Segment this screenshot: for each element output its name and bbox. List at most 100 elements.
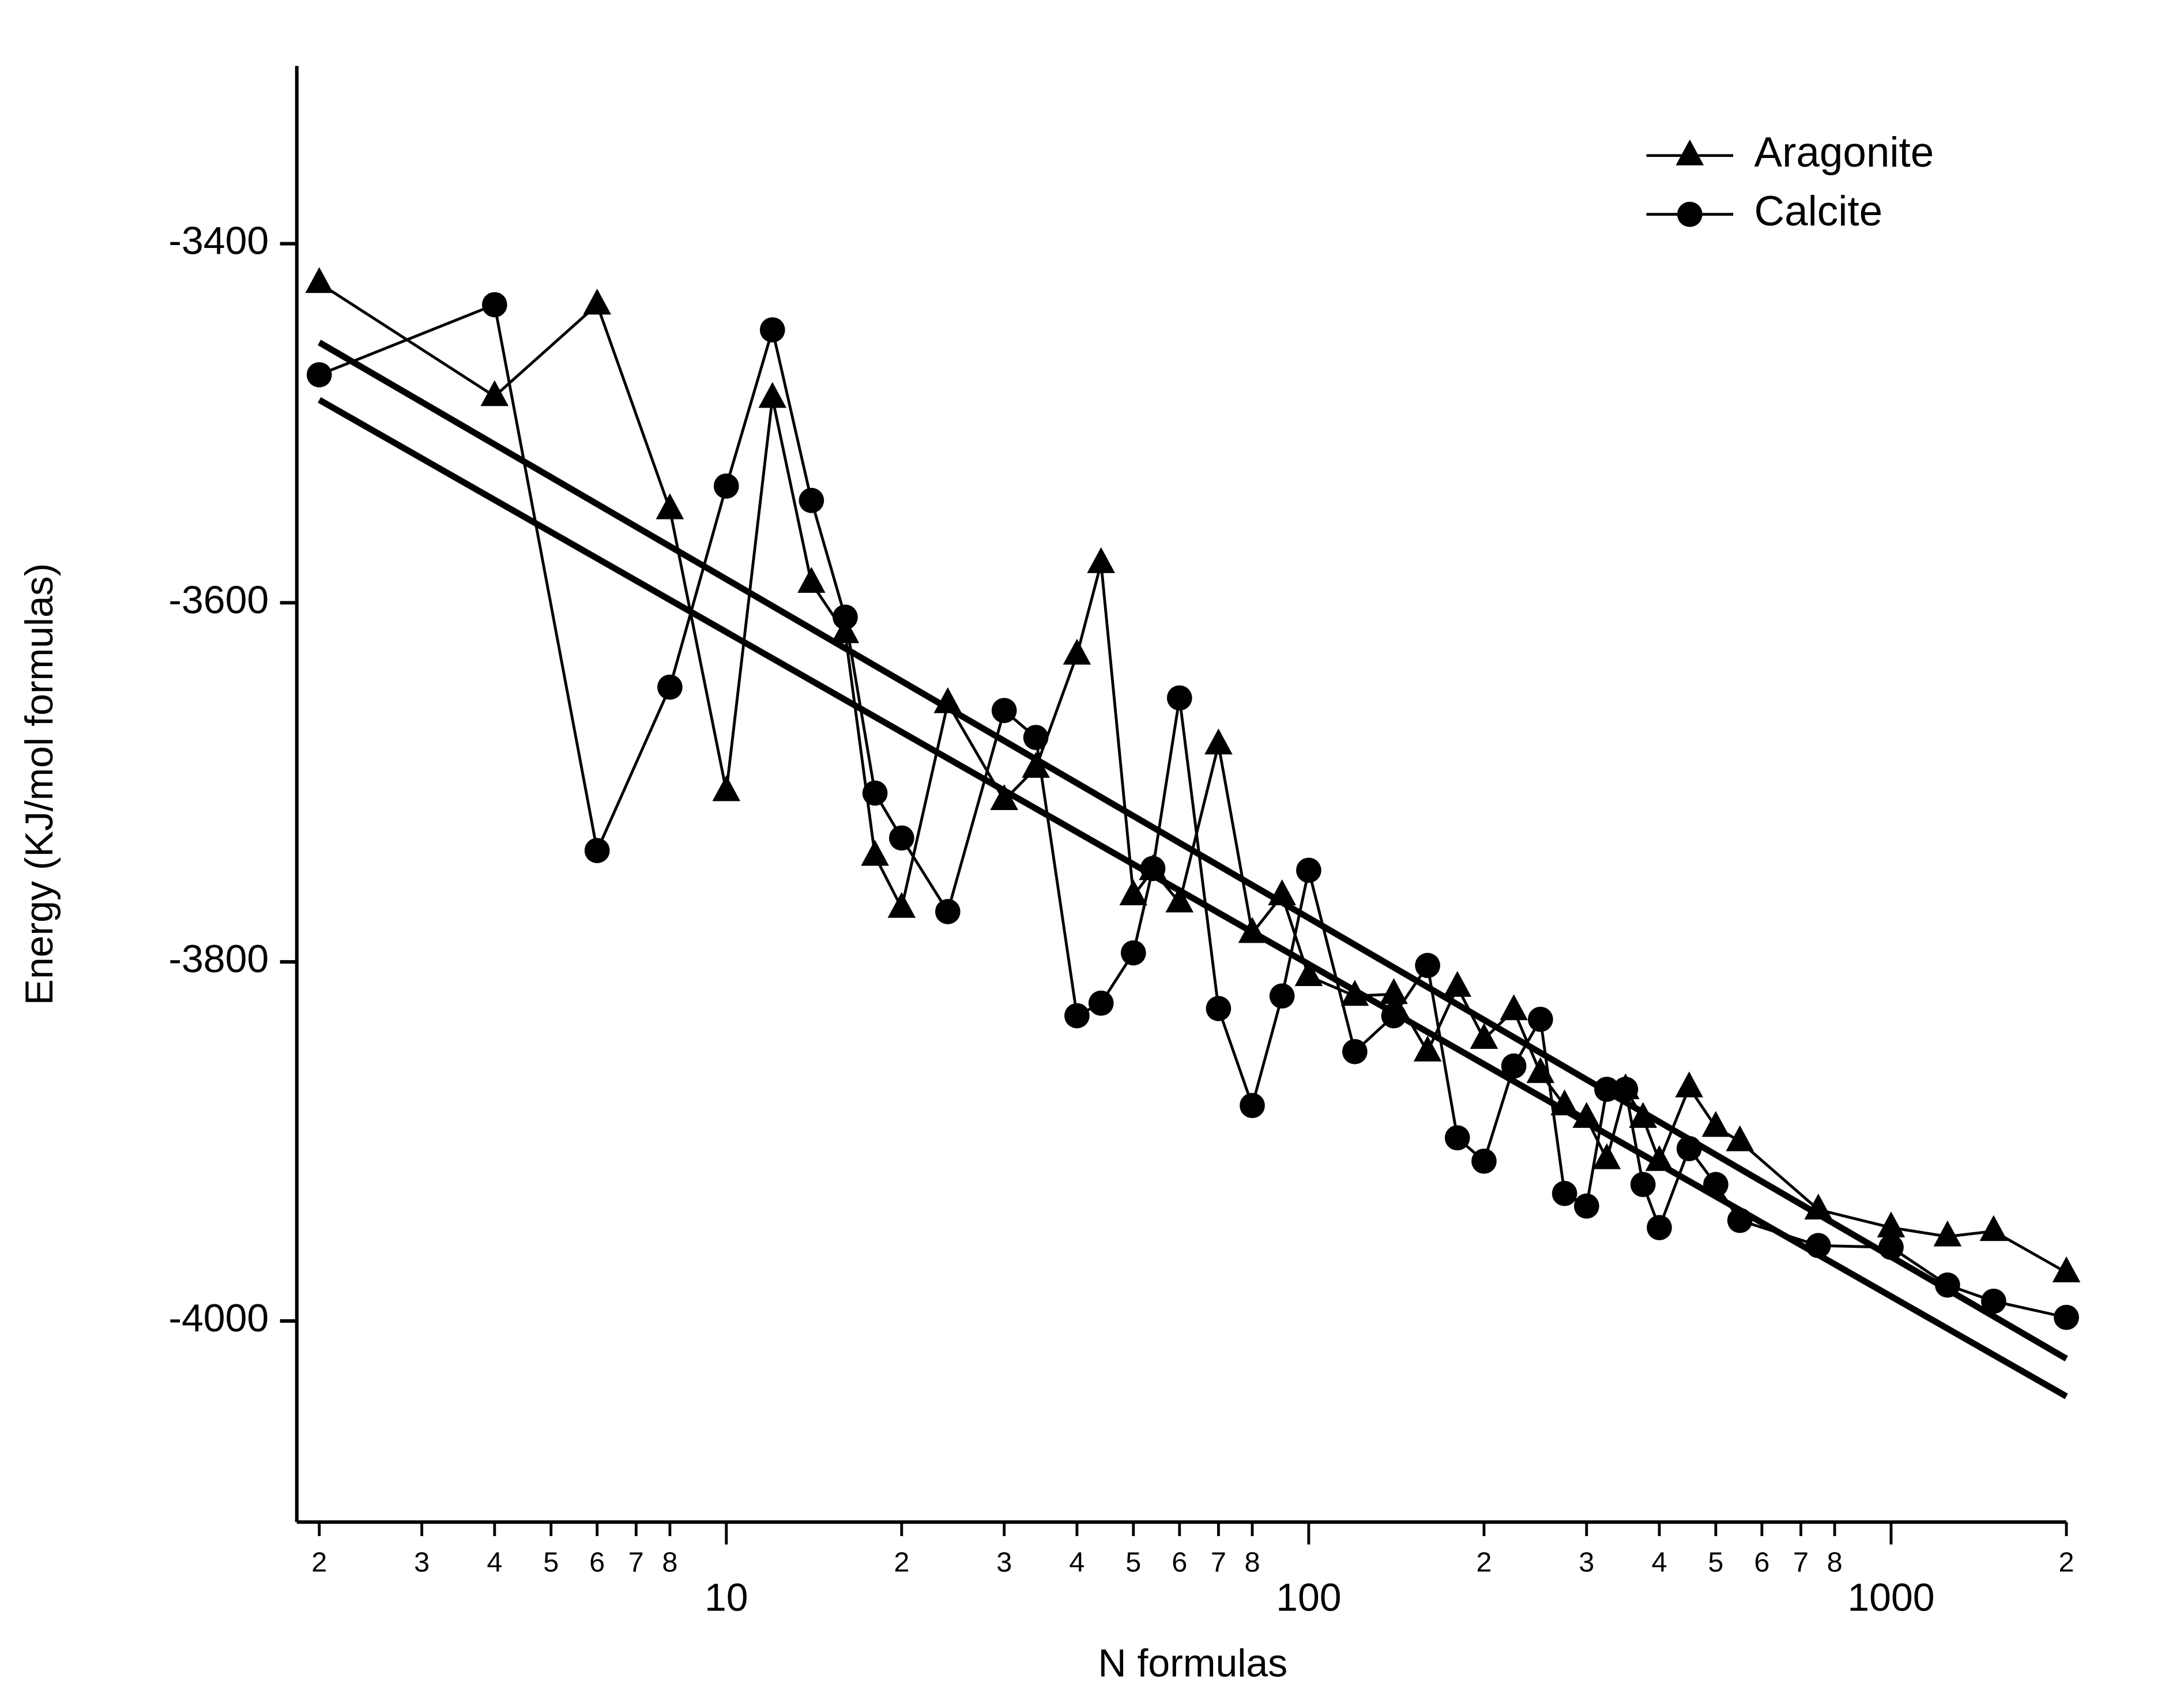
data-point [656,493,684,520]
data-point [1726,1125,1754,1151]
data-point [1500,994,1528,1021]
x-tick-label-minor: 2 [1476,1546,1492,1578]
data-point [657,674,683,700]
x-tick-label-minor: 2 [2059,1546,2074,1578]
data-point [1206,996,1232,1021]
x-tick-label-minor: 2 [311,1546,327,1578]
data-point [1120,940,1146,966]
y-axis-label: Energy (KJ/mol formulas) [17,563,61,1006]
x-tick-label-minor: 7 [1211,1546,1226,1578]
x-tick-label-major: 10 [705,1576,748,1620]
data-point [1470,1023,1498,1049]
x-tick-label-minor: 7 [628,1546,644,1578]
data-point [1552,1180,1577,1206]
data-point [1805,1233,1831,1259]
data-point [1701,1111,1730,1137]
data-point [1877,1211,1906,1238]
data-point [758,382,787,408]
data-point [1675,1071,1703,1098]
series-line [318,303,2067,1319]
data-point [1645,1145,1674,1171]
data-point [2052,1256,2081,1282]
y-tick-label: -4000 [168,1296,269,1340]
data-point [1119,879,1148,905]
data-point [862,780,888,806]
data-point [1471,1148,1497,1174]
data-point [1240,1093,1265,1119]
data-point [1296,857,1321,883]
data-point [1413,1035,1442,1062]
legend-label: Calcite [1754,188,1883,235]
data-point [1933,1220,1962,1247]
data-point [1444,1125,1470,1151]
x-tick-label-minor: 8 [1244,1546,1260,1578]
legend-label: Aragonite [1754,129,1934,176]
x-tick-label-minor: 4 [1069,1546,1085,1578]
x-tick-label-minor: 3 [1579,1546,1594,1578]
data-point [1629,1102,1657,1128]
legend-marker [1675,139,1704,165]
x-tick-label-minor: 5 [1125,1546,1141,1578]
data-point [305,267,334,293]
data-point [1878,1235,1904,1260]
data-point [1727,1207,1753,1233]
data-point [481,292,507,318]
data-point [1381,1003,1407,1029]
data-point [1023,725,1049,750]
x-tick-label-minor: 5 [1708,1546,1723,1578]
data-point [1204,728,1233,755]
data-point [1594,1077,1620,1102]
y-tick-label: -3400 [168,219,269,263]
x-tick-label-minor: 3 [996,1546,1012,1578]
data-point [1703,1172,1729,1198]
data-point [1268,879,1296,905]
y-tick-label: -3800 [168,937,269,981]
data-point [887,891,916,918]
x-tick-label-minor: 8 [1827,1546,1843,1578]
data-point [584,838,610,863]
data-point [1022,751,1050,778]
data-point [1380,978,1408,1004]
data-point [1166,685,1192,711]
x-tick-label-minor: 3 [414,1546,430,1578]
data-point [1063,638,1091,665]
x-tick-label-major: 100 [1276,1576,1341,1620]
data-point [713,473,739,499]
data-point [306,362,332,387]
x-axis-label: N formulas [1098,1642,1288,1685]
data-point [1294,960,1323,987]
data-point [1572,1102,1601,1128]
data-point [1088,990,1114,1016]
x-tick-label-minor: 7 [1793,1546,1809,1578]
data-point [1087,547,1116,573]
data-point [1238,917,1267,943]
data-point [583,288,611,315]
data-point [1676,1136,1702,1161]
data-point [935,899,961,924]
x-tick-label-major: 1000 [1847,1576,1934,1620]
x-tick-label-minor: 8 [662,1546,677,1578]
data-point [1804,1193,1833,1220]
data-point [1592,1143,1621,1169]
data-point [861,840,889,866]
data-point [833,604,858,630]
data-point [2054,1304,2079,1330]
data-point [799,488,824,513]
data-point [990,784,1018,810]
data-point [1140,856,1166,882]
x-tick-label-minor: 5 [543,1546,559,1578]
data-point [797,567,826,593]
fit-line [318,397,2068,1399]
data-point [480,380,509,407]
x-tick-label-minor: 6 [589,1546,605,1578]
legend-marker [1677,201,1703,227]
data-point [1630,1172,1656,1198]
data-point [991,698,1017,724]
data-point [1647,1215,1672,1240]
data-point [1527,1006,1553,1032]
data-point [888,825,914,851]
data-point [1573,1193,1599,1219]
data-point [1269,983,1295,1009]
